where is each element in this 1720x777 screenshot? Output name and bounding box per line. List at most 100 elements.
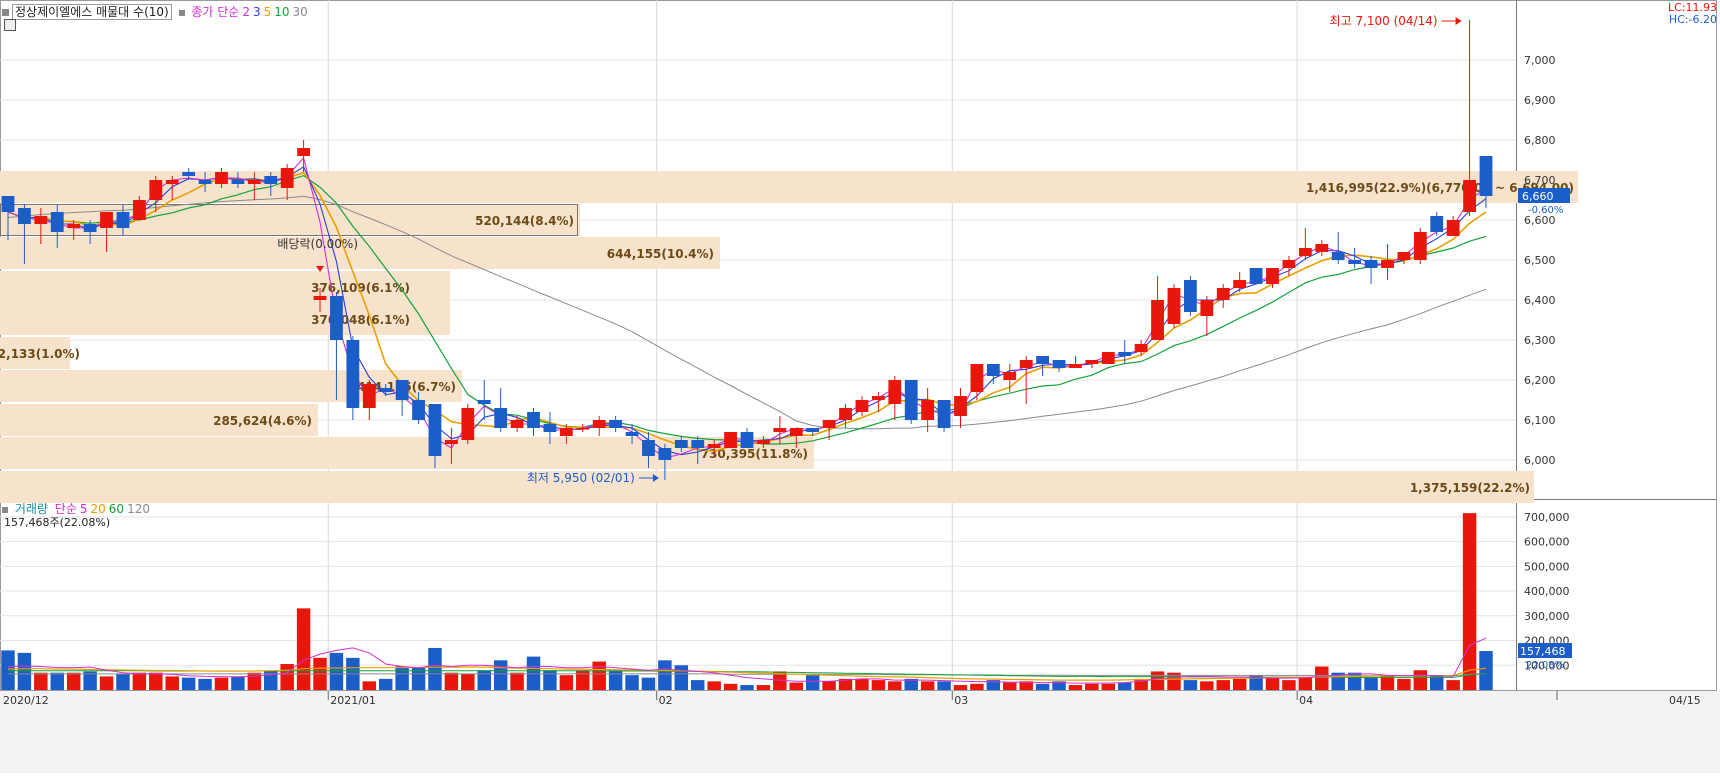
- candle-body: [740, 432, 754, 448]
- candle-body: [1249, 268, 1263, 284]
- volume-ma120-line: [8, 673, 1487, 677]
- x-axis-label: 02: [659, 694, 673, 707]
- ma-label-3[interactable]: 3: [252, 5, 261, 19]
- volume-bar: [264, 671, 278, 690]
- volume-title[interactable]: 거래량: [14, 502, 48, 516]
- volume-bar: [1183, 680, 1198, 690]
- volume-profile-label: 285,624(4.6%): [213, 414, 312, 428]
- candle-body: [280, 168, 294, 188]
- x-axis-band: [0, 691, 1720, 773]
- volume-bar: [296, 608, 311, 690]
- lc-label: LC:11.93: [1667, 1, 1717, 14]
- current-volume-pct: 22.08%: [1526, 660, 1564, 671]
- volume-bar: [181, 677, 196, 690]
- indicator-handle-icon[interactable]: [178, 9, 185, 16]
- candle-body: [954, 396, 967, 416]
- price-tick-label: 6,900: [1524, 94, 1556, 107]
- volume-bar: [920, 681, 935, 690]
- candle-body: [100, 212, 113, 228]
- volume-bar: [231, 676, 245, 690]
- candle-body: [1463, 180, 1476, 212]
- volume-profile-band: [0, 370, 462, 402]
- volume-ma20-line: [7, 666, 1487, 681]
- price-panel-title[interactable]: 정상제이엘에스 매물대 수(10): [12, 4, 172, 20]
- candle-body: [477, 400, 491, 404]
- volume-profile-label: 376,109(6.1%): [311, 281, 410, 295]
- candle-body: [773, 428, 787, 432]
- candle-body: [1019, 360, 1033, 368]
- panel-handle-icon[interactable]: [2, 9, 9, 16]
- volume-handle-icon[interactable]: [2, 506, 8, 513]
- volume-bar: [1085, 683, 1099, 690]
- candle-body: [494, 408, 508, 428]
- volume-profile-label: 1,375,159(22.2%): [1410, 481, 1530, 495]
- volume-bar: [1019, 681, 1033, 690]
- volume-bar: [214, 677, 229, 690]
- candle-body: [642, 440, 655, 456]
- candle-body: [330, 296, 343, 340]
- volume-bar: [378, 678, 393, 690]
- volume-profile-band: [0, 471, 1534, 503]
- volume-profile-band: [0, 171, 1578, 203]
- volume-bar: [888, 681, 902, 690]
- candle-body: [1282, 260, 1296, 268]
- candle-body: [1233, 280, 1247, 288]
- volume-ma-label-20[interactable]: 20: [90, 502, 106, 516]
- volume-bar: [1052, 681, 1066, 690]
- candle-body: [510, 420, 524, 428]
- volume-ma-label-60[interactable]: 60: [108, 502, 125, 516]
- current-volume-value: 157,468: [1520, 645, 1566, 658]
- price-tick-label: 6,800: [1524, 134, 1556, 147]
- volume-bar: [1200, 681, 1214, 690]
- data-table-icon[interactable]: [4, 19, 16, 31]
- volume-bar: [1315, 666, 1329, 690]
- volume-bar: [411, 667, 426, 690]
- ma-label-5[interactable]: 5: [263, 5, 272, 19]
- volume-bar: [526, 656, 541, 690]
- volume-bar: [789, 682, 803, 690]
- ma-label-30[interactable]: 30: [292, 5, 308, 19]
- volume-bar: [510, 672, 524, 690]
- candle-body: [1315, 244, 1329, 252]
- x-axis-label: 03: [954, 694, 968, 707]
- candle-body: [921, 400, 935, 420]
- candle-body: [247, 180, 261, 184]
- candle-body: [132, 200, 146, 220]
- candle-body: [576, 428, 590, 430]
- candle-body: [1101, 352, 1115, 364]
- volume-bar: [707, 681, 721, 690]
- volume-bar: [34, 672, 48, 690]
- volume-bar: [1101, 683, 1116, 690]
- candle-body: [839, 408, 852, 420]
- ma-label-2[interactable]: 2: [242, 5, 250, 19]
- ma-prefix-label[interactable]: 종가 단순: [191, 5, 240, 19]
- volume-ma-label-5[interactable]: 5: [79, 502, 88, 516]
- volume-bar: [116, 673, 130, 690]
- volume-bar: [493, 660, 508, 690]
- candle-body: [1167, 288, 1181, 324]
- candle-body: [543, 424, 557, 432]
- candle-body: [461, 408, 475, 440]
- high-price-label: 최고 7,100 (04/14): [1330, 14, 1438, 28]
- volume-bar: [576, 670, 590, 690]
- candle-body: [182, 172, 196, 176]
- volume-ma-label-120[interactable]: 120: [127, 502, 150, 516]
- candle-body: [297, 148, 311, 156]
- candle-body: [1069, 364, 1082, 368]
- candle-body: [822, 420, 836, 428]
- candle-body: [707, 444, 721, 448]
- current-price-tag: [1518, 188, 1570, 203]
- candle-body: [346, 340, 360, 408]
- candle-body: [1036, 356, 1050, 364]
- volume-bar: [625, 675, 639, 690]
- candle-body: [444, 440, 458, 444]
- volume-ma-prefix[interactable]: 단순: [54, 502, 77, 516]
- low-price-label: 최저 5,950 (02/01): [527, 471, 635, 485]
- volume-tick-label: 300,000: [1524, 610, 1570, 623]
- price-tick-label: 6,200: [1524, 374, 1556, 387]
- volume-bar: [149, 672, 163, 690]
- x-axis-label: 2021/01: [330, 694, 376, 707]
- volume-profile-band: [0, 204, 580, 236]
- ma-label-10[interactable]: 10: [274, 5, 290, 19]
